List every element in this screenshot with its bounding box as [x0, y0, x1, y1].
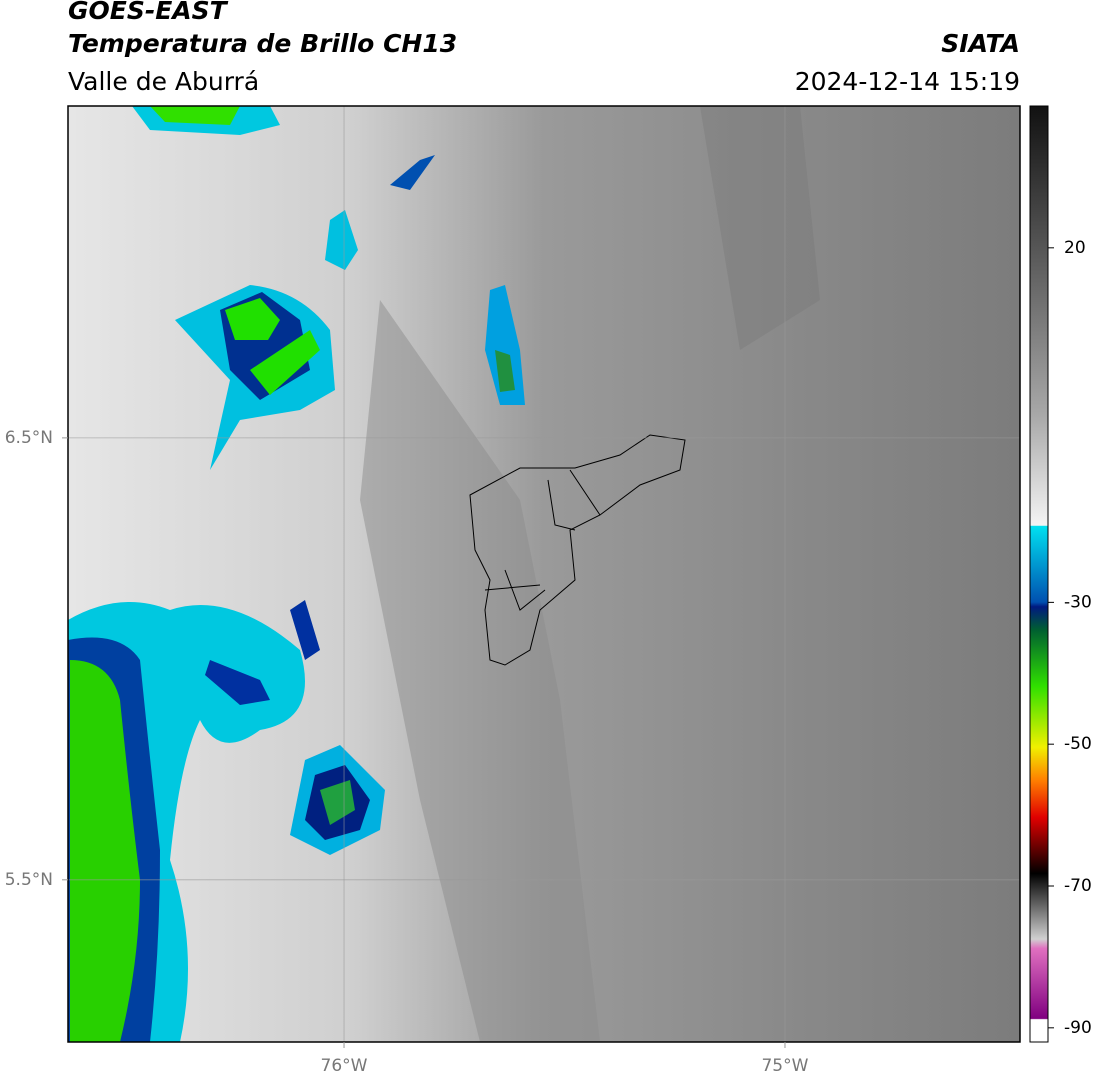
cold-cloud	[325, 210, 358, 270]
y-tick-label: 5.5°N	[5, 870, 53, 890]
cold-cloud	[205, 600, 320, 705]
valley-boundary	[469, 434, 686, 666]
y-tick-label: 6.5°N	[5, 428, 53, 448]
cold-cloud	[320, 780, 355, 825]
x-tick-label: 76°W	[321, 1056, 368, 1076]
graticule	[68, 106, 1020, 1042]
cold-cloud	[390, 155, 435, 190]
colorbar	[1029, 105, 1049, 1043]
region: Valle de Aburrá	[68, 67, 259, 96]
cold-cloud	[485, 285, 525, 405]
timestamp: 2024-12-14 15:19	[795, 67, 1020, 96]
colorbar-tick-label: -90	[1064, 1018, 1092, 1038]
colorbar-tick-label: -50	[1064, 734, 1092, 754]
map-frame	[67, 105, 1021, 1043]
colorbar-tick-label: -30	[1064, 592, 1092, 612]
municipality-boundary	[484, 469, 601, 611]
cold-cloud	[225, 298, 320, 395]
cold-cloud	[150, 106, 240, 125]
cloud-shade	[360, 300, 600, 1042]
cloud-shade	[700, 106, 820, 350]
x-tick-label: 75°W	[761, 1056, 808, 1076]
source: SIATA	[941, 29, 1020, 58]
colorbar-tick-label: -70	[1064, 876, 1092, 896]
cold-cloud	[70, 660, 140, 1042]
imagery	[68, 106, 1020, 1042]
title: GOES-EAST	[68, 0, 229, 25]
colorbar-tick-label: 20	[1064, 238, 1086, 258]
cold-cloud	[495, 350, 515, 392]
subtitle: Temperatura de Brillo CH13	[68, 29, 457, 58]
